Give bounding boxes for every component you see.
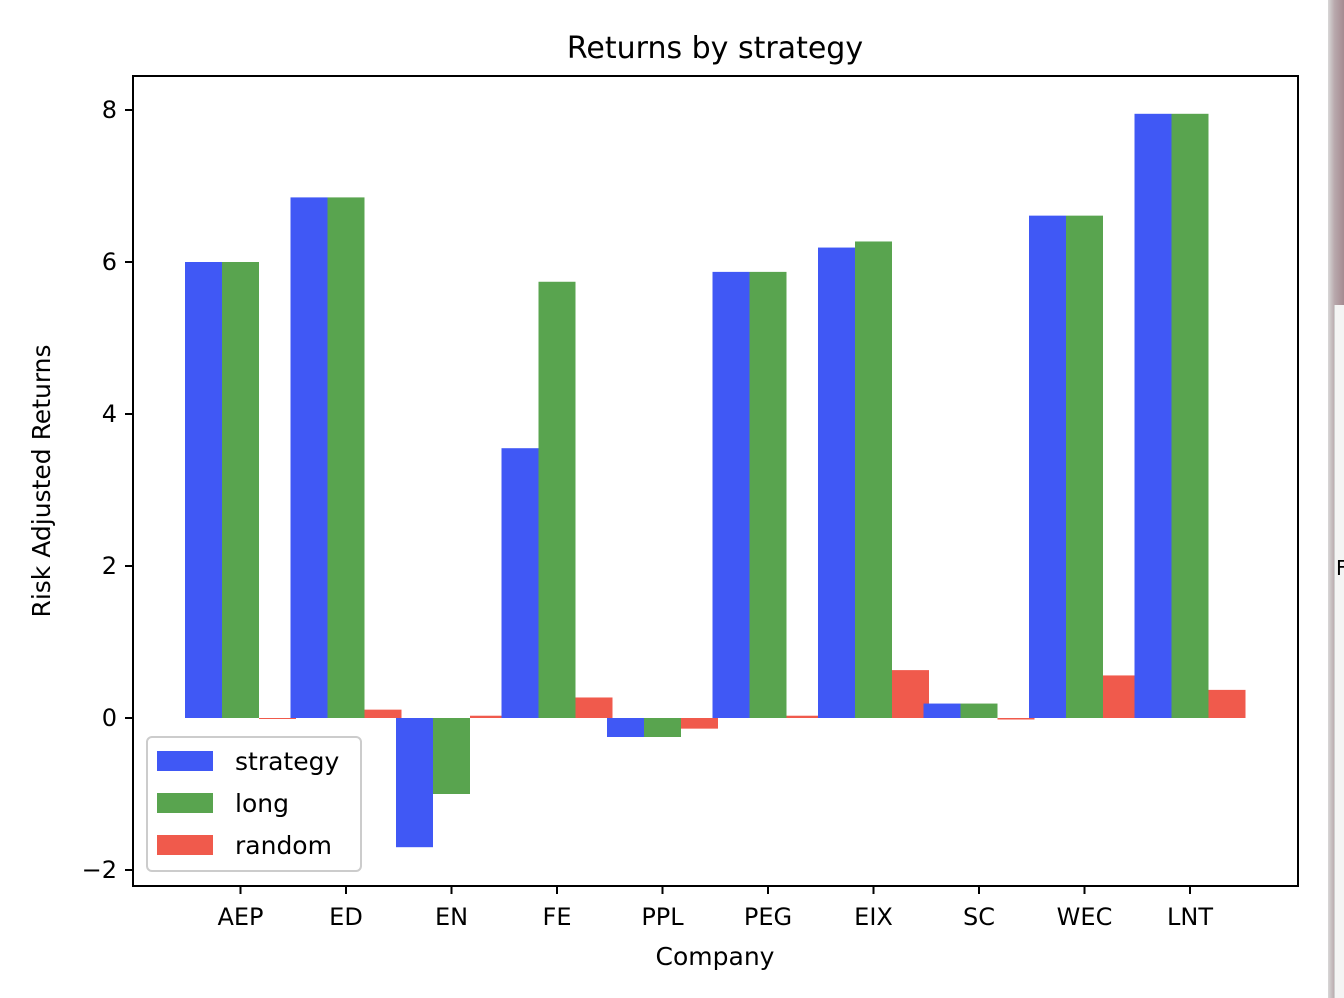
bar-random-aep — [259, 718, 296, 719]
legend-swatch-long — [157, 793, 213, 813]
y-tick-label: 4 — [102, 400, 117, 428]
bar-strategy-en — [396, 718, 433, 848]
chart-title: Returns by strategy — [567, 31, 863, 66]
bar-random-wec — [1103, 675, 1140, 718]
legend-label-random: random — [235, 831, 332, 860]
x-tick-label: ED — [329, 903, 363, 931]
bar-strategy-peg — [712, 271, 750, 718]
x-tick-label: EN — [435, 903, 468, 931]
bar-strategy-eix — [818, 247, 855, 718]
bar-long-peg — [749, 271, 787, 718]
bar-random-lnt — [1208, 689, 1246, 718]
bar-random-fe — [575, 697, 613, 718]
bar-strategy-ed — [290, 197, 328, 718]
bar-strategy-aep — [185, 262, 222, 718]
bar-long-aep — [222, 262, 259, 718]
x-tick-label: EIX — [854, 903, 893, 931]
x-tick-label: PPL — [641, 903, 684, 931]
bars-layer — [185, 113, 1246, 848]
x-axis: AEP ED EN FE PPL PEG EIX SC WEC LNT — [217, 886, 1213, 931]
legend-label-long: long — [235, 789, 289, 818]
bar-random-en — [470, 715, 507, 718]
x-tick-label: FE — [543, 903, 572, 931]
y-tick-label: 6 — [102, 248, 117, 276]
y-tick-label: 8 — [102, 96, 117, 124]
y-tick-label: 2 — [102, 552, 117, 580]
bar-random-ed — [364, 709, 402, 718]
bar-long-wec — [1066, 215, 1103, 718]
x-tick-label: LNT — [1167, 903, 1213, 931]
bar-strategy-ppl — [607, 718, 644, 737]
legend-swatch-random — [157, 835, 213, 855]
legend: strategy long random — [146, 736, 362, 872]
y-tick-label: −2 — [82, 856, 117, 884]
x-tick-label: WEC — [1057, 903, 1113, 931]
background-window-panel — [1334, 305, 1344, 998]
bar-strategy-fe — [501, 448, 539, 718]
x-tick-label: SC — [963, 903, 995, 931]
x-tick-label: AEP — [217, 903, 263, 931]
y-tick-label: 0 — [102, 704, 117, 732]
bar-strategy-wec — [1029, 215, 1066, 718]
legend-swatch-strategy — [157, 751, 213, 771]
plot-frame — [132, 75, 1299, 887]
bar-long-lnt — [1171, 113, 1209, 719]
bar-random-sc — [997, 718, 1035, 720]
bar-long-sc — [960, 703, 998, 718]
y-axis: −2 0 2 4 6 8 — [82, 96, 133, 884]
bar-strategy-sc — [923, 703, 961, 718]
legend-label-strategy: strategy — [235, 747, 339, 776]
y-axis-title: Risk Adjusted Returns — [27, 344, 56, 617]
bar-long-en — [433, 718, 470, 794]
bar-strategy-lnt — [1134, 113, 1172, 719]
bar-long-ed — [327, 197, 365, 718]
bar-long-fe — [538, 281, 576, 718]
bar-long-ppl — [644, 718, 681, 737]
x-axis-title: Company — [656, 942, 775, 971]
x-tick-label: PEG — [744, 903, 792, 931]
bar-long-eix — [855, 241, 892, 719]
bar-random-eix — [892, 670, 929, 718]
bar-random-ppl — [681, 718, 718, 729]
background-window-text: F — [1336, 556, 1344, 580]
bar-random-peg — [786, 715, 824, 718]
